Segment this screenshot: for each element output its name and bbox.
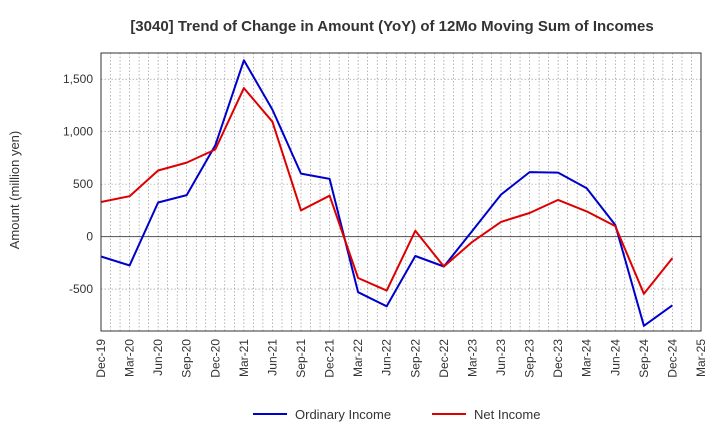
x-tick-label: Mar-23 <box>465 339 479 377</box>
x-tick-label: Sep-24 <box>637 339 651 378</box>
x-tick-label: Mar-20 <box>123 339 137 377</box>
legend-label: Ordinary Income <box>295 407 391 422</box>
x-tick-label: Sep-22 <box>408 339 422 378</box>
x-tick-label: Jun-20 <box>151 339 165 376</box>
x-tick-label: Mar-22 <box>351 339 365 377</box>
gridlines <box>101 53 701 331</box>
y-tick-label: 1,000 <box>63 125 93 139</box>
x-tick-label: Jun-22 <box>380 339 394 376</box>
x-tick-label: Jun-21 <box>265 339 279 376</box>
x-tick-label: Mar-21 <box>237 339 251 377</box>
series-line-net-income <box>100 87 674 295</box>
y-tick-label: 1,500 <box>63 72 93 86</box>
x-tick-label: Jun-23 <box>494 339 508 376</box>
y-tick-label: 0 <box>86 230 93 244</box>
y-tick-label: 500 <box>73 177 93 191</box>
x-tick-label: Mar-25 <box>694 339 708 377</box>
y-tick-labels: -500 0 500 1,000 1,500 <box>63 72 93 296</box>
x-tick-label: Dec-21 <box>323 339 337 378</box>
series-lines <box>100 59 674 327</box>
x-tick-label: Jun-24 <box>608 339 622 376</box>
series-line-ordinary-income <box>100 59 673 327</box>
x-tick-label: Dec-24 <box>665 339 679 378</box>
x-tick-labels: Dec-19 Mar-20 Jun-20 Sep-20 Dec-20 Mar-21 Jun-… <box>94 339 708 378</box>
x-tick-label: Sep-20 <box>180 339 194 378</box>
legend-label: Net Income <box>474 407 540 422</box>
y-tick-label: -500 <box>69 282 93 296</box>
x-tick-label: Dec-20 <box>208 339 222 378</box>
x-tick-label: Sep-21 <box>294 339 308 378</box>
x-tick-label: Dec-22 <box>437 339 451 378</box>
x-tick-label: Mar-24 <box>580 339 594 377</box>
y-axis-label: Amount (million yen) <box>7 131 22 250</box>
x-tick-label: Dec-19 <box>94 339 108 378</box>
legend: Ordinary Income Net Income <box>253 407 540 422</box>
x-tick-label: Sep-23 <box>523 339 537 378</box>
x-tick-label: Dec-23 <box>551 339 565 378</box>
chart-title: [3040] Trend of Change in Amount (YoY) o… <box>130 18 653 35</box>
plot-area <box>100 52 702 332</box>
